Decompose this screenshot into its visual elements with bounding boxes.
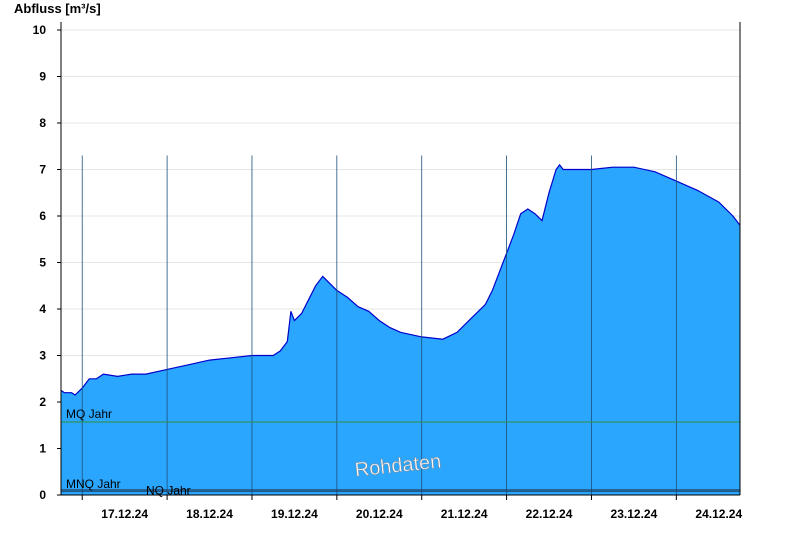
- y-tick-label: 8: [39, 116, 46, 130]
- x-tick-label: 21.12.24: [441, 507, 488, 521]
- y-tick-label: 4: [39, 302, 46, 316]
- y-tick-label: 6: [39, 209, 46, 223]
- x-tick-label: 20.12.24: [356, 507, 403, 521]
- y-axis-label: Abfluss [m³/s]: [14, 1, 101, 16]
- y-tick-label: 3: [39, 349, 46, 363]
- axes-layer: 0 1 2 3 4 5 6 7 8 9 10 17.12.24 18.12.24 19.12.24 20.1…: [33, 22, 742, 521]
- x-tick-label: 18.12.24: [186, 507, 233, 521]
- discharge-line: [60, 163, 741, 396]
- y-tick-label: 5: [39, 256, 46, 270]
- reference-line-label: NQ Jahr: [146, 483, 191, 497]
- x-tick-label: 24.12.24: [695, 507, 742, 521]
- discharge-area: [61, 164, 740, 495]
- y-tick-label: 10: [33, 23, 47, 37]
- x-tick-label: 23.12.24: [611, 507, 658, 521]
- y-tick-label: 7: [39, 163, 46, 177]
- x-tick-label: 17.12.24: [101, 507, 148, 521]
- y-tick-label: 9: [39, 70, 46, 84]
- y-tick-label: 0: [39, 488, 46, 502]
- y-tick-label: 2: [39, 395, 46, 409]
- discharge-area-layer: [60, 155, 741, 495]
- x-tick-label: 19.12.24: [271, 507, 318, 521]
- reference-line-label: MNQ Jahr: [66, 477, 121, 491]
- x-tick-label: 22.12.24: [526, 507, 573, 521]
- y-tick-label: 1: [39, 442, 46, 456]
- reference-line-label: MQ Jahr: [66, 407, 112, 421]
- reference-lines-layer: MQ Jahr MNQ Jahr NQ Jahr: [61, 407, 740, 497]
